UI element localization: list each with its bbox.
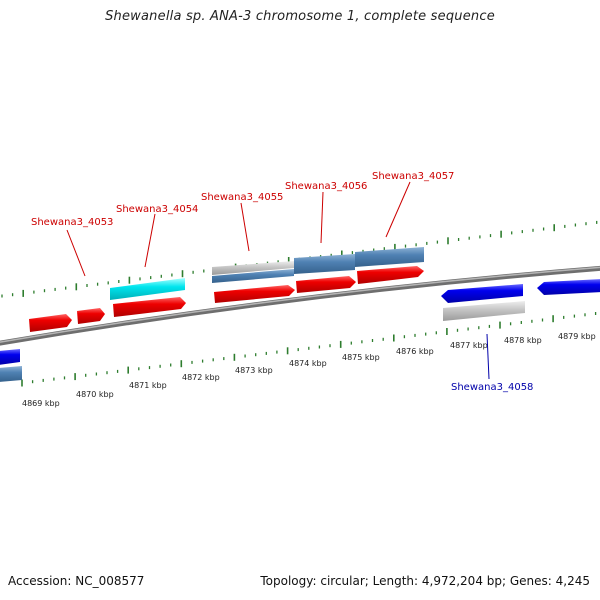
scale-label: 4873 kbp — [235, 366, 273, 375]
scale-label: 4869 kbp — [22, 399, 60, 408]
tick-marks-upper — [1, 220, 598, 298]
forward-genes — [29, 266, 424, 332]
cds-bar-lower-left[interactable] — [0, 366, 22, 382]
scale-label: 4874 kbp — [289, 359, 327, 368]
scale-label: 4871 kbp — [129, 381, 167, 390]
map-title: Shewanella sp. ANA-3 chromosome 1, compl… — [105, 9, 495, 24]
label-leaders — [66, 181, 490, 380]
leader-line-shewana3-4058 — [486, 333, 490, 380]
scale-label: 4878 kbp — [504, 336, 542, 345]
gene-labels: Shewana3_4053 Shewana3_4054 Shewana3_405… — [31, 171, 533, 393]
scale-label: 4870 kbp — [76, 390, 114, 399]
cds-bar-shewana3-4057[interactable] — [355, 247, 424, 267]
gene-label-shewana3-4053[interactable]: Shewana3_4053 — [31, 217, 113, 228]
leader-line-shewana3-4054 — [144, 213, 156, 268]
leader-line-shewana3-4057 — [385, 181, 411, 238]
gene-arrow-shewana3-4054[interactable] — [113, 297, 186, 317]
chromosome-backbone-highlight — [0, 266, 600, 343]
gene-label-shewana3-4055[interactable]: Shewana3_4055 — [201, 192, 283, 203]
scale-labels: 4869 kbp 4870 kbp 4871 kbp 4872 kbp 4873… — [22, 332, 596, 408]
gene-label-shewana3-4054[interactable]: Shewana3_4054 — [116, 204, 198, 215]
gene-arrow-shewana3-4057[interactable] — [357, 266, 424, 284]
scale-label: 4875 kbp — [342, 353, 380, 362]
gene-label-shewana3-4056[interactable]: Shewana3_4056 — [285, 181, 367, 192]
cds-bar-shewana3-4056[interactable] — [294, 254, 355, 274]
cds-bar-shewana3-4055-gray[interactable] — [212, 261, 294, 275]
scale-label: 4872 kbp — [182, 373, 220, 382]
cds-bar-shewana3-4058[interactable] — [443, 301, 525, 321]
reverse-genes — [0, 279, 600, 365]
cds-features — [0, 247, 525, 382]
scale-label: 4879 kbp — [558, 332, 596, 341]
chromosome-backbone — [0, 265, 600, 346]
leader-line-shewana3-4056 — [320, 191, 324, 244]
genome-summary-text: Topology: circular; Length: 4,972,204 bp… — [260, 574, 590, 588]
gene-arrow[interactable] — [537, 279, 600, 295]
cds-bar-shewana3-4054[interactable] — [110, 278, 185, 300]
tick-marks-lower — [21, 312, 597, 387]
gene-label-shewana3-4058[interactable]: Shewana3_4058 — [451, 382, 533, 393]
gene-label-shewana3-4057[interactable]: Shewana3_4057 — [372, 171, 454, 182]
gene-arrow[interactable] — [29, 314, 72, 332]
gene-arrow-shewana3-4056[interactable] — [296, 276, 356, 293]
leader-line-shewana3-4053 — [66, 229, 86, 277]
cds-bar-shewana3-4055[interactable] — [212, 269, 294, 283]
gene-arrow[interactable] — [0, 349, 20, 365]
leader-line-shewana3-4055 — [240, 202, 250, 252]
gene-arrow[interactable] — [77, 308, 105, 324]
scale-label: 4877 kbp — [450, 341, 488, 350]
gene-arrow-shewana3-4058[interactable] — [441, 284, 523, 303]
gene-arrow-shewana3-4055[interactable] — [214, 285, 295, 303]
scale-label: 4876 kbp — [396, 347, 434, 356]
accession-text: Accession: NC_008577 — [8, 574, 145, 588]
